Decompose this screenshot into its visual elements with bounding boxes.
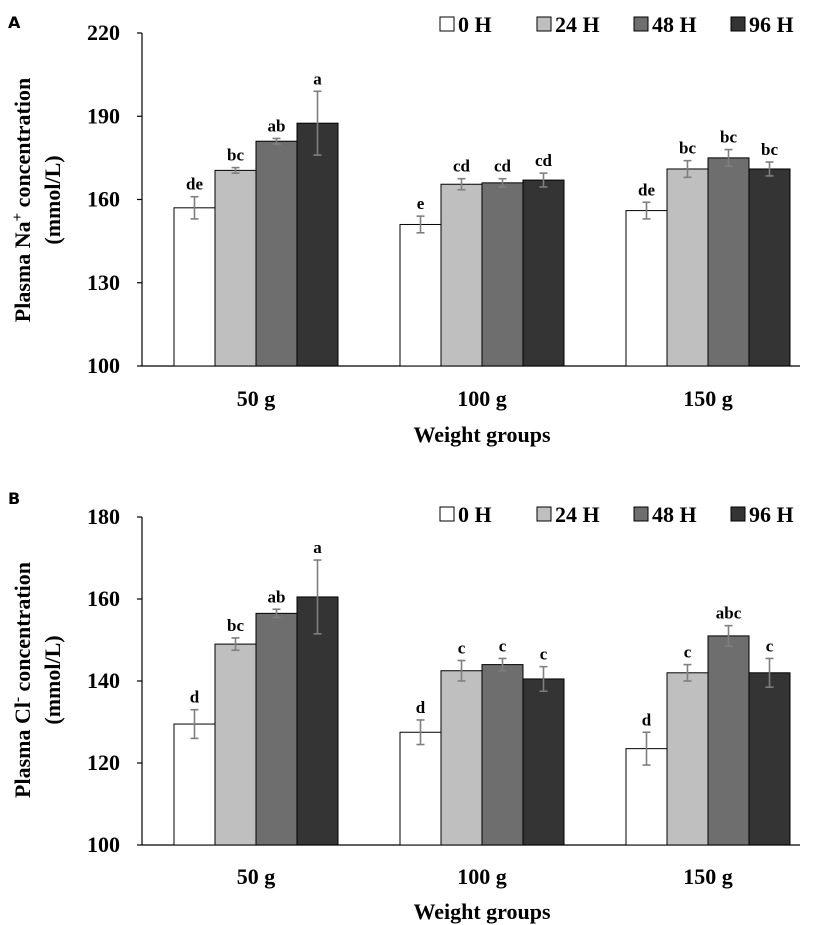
legend-swatch: [633, 506, 649, 522]
significance-label: cd: [535, 151, 553, 170]
y-tick-label: 160: [87, 586, 120, 611]
significance-label: bc: [679, 139, 696, 158]
bar-96h-2: [748, 168, 791, 367]
bar-0h-0: [173, 723, 216, 846]
significance-label: e: [417, 194, 425, 213]
x-axis-title: Weight groups: [413, 422, 551, 447]
y-axis-title-rest: concentration: [10, 562, 35, 697]
significance-label: bc: [227, 616, 244, 635]
significance-label: abc: [716, 604, 742, 623]
y-axis-title-line1: Plasma Na+ concentration: [10, 78, 35, 322]
bar-96h-1: [522, 179, 565, 367]
x-category-label: 50 g: [237, 864, 276, 889]
significance-label: cd: [453, 157, 471, 176]
significance-label: c: [684, 643, 692, 662]
bar-24h-1: [440, 670, 483, 846]
bar-48h-1: [481, 182, 524, 367]
legend-label: 0 H: [458, 12, 492, 37]
legend-swatch: [536, 506, 552, 522]
bar-0h-2: [625, 210, 668, 367]
bar-24h-1: [440, 183, 483, 367]
y-axis-title-line2: (mmol/L): [40, 155, 65, 244]
significance-label: c: [499, 636, 507, 655]
legend-label: 96 H: [749, 12, 794, 37]
significance-label: c: [540, 645, 548, 664]
bar-48h-1: [481, 664, 524, 846]
x-axis-title: Weight groups: [413, 899, 551, 924]
significance-label: a: [313, 69, 322, 88]
bar-96h-2: [748, 672, 791, 846]
bar-24h-0: [214, 643, 257, 846]
y-axis-title-line1: Plasma Cl- concentration: [10, 562, 35, 798]
y-axis-title-main: Plasma Cl: [10, 702, 35, 798]
significance-label: d: [190, 688, 200, 707]
y-axis-title-rest: concentration: [10, 78, 35, 213]
significance-label: c: [766, 636, 774, 655]
bar-48h-0: [255, 140, 298, 367]
x-category-label: 150 g: [683, 386, 733, 411]
significance-label: bc: [227, 146, 244, 165]
legend-label: 24 H: [555, 12, 600, 37]
y-tick-label: 140: [87, 668, 120, 693]
significance-label: c: [458, 639, 466, 658]
significance-label: d: [642, 710, 652, 729]
bar-0h-1: [399, 223, 442, 367]
y-tick-label: 120: [87, 750, 120, 775]
significance-label: a: [313, 538, 322, 557]
y-axis-title-superscript: +: [10, 213, 26, 222]
panel-letter: B: [8, 489, 20, 508]
y-axis-title-main: Plasma Na: [10, 221, 35, 322]
y-tick-label: 100: [87, 353, 120, 378]
legend-label: 96 H: [749, 502, 794, 527]
panel-letter: A: [8, 13, 21, 32]
legend-label: 0 H: [458, 502, 492, 527]
y-axis-title-line2: (mmol/L): [40, 635, 65, 724]
bar-96h-1: [522, 678, 565, 846]
legend-swatch: [633, 16, 649, 32]
legend-label: 24 H: [555, 502, 600, 527]
bar-48h-0: [255, 612, 298, 846]
chart-panel-a: A 100 130 160 190 220 de e de bc cd bc ab cd bc a cd bc 50…: [8, 12, 800, 447]
y-tick-label: 160: [87, 187, 120, 212]
y-axis-title-superscript: -: [10, 697, 26, 702]
x-category-label: 100 g: [457, 386, 507, 411]
significance-label: de: [186, 175, 203, 194]
legend-swatch: [730, 506, 746, 522]
x-category-label: 100 g: [457, 864, 507, 889]
bar-0h-0: [173, 207, 216, 367]
y-tick-label: 220: [87, 20, 120, 45]
x-category-label: 150 g: [683, 864, 733, 889]
bar-96h-0: [296, 122, 339, 367]
bar-48h-2: [707, 157, 750, 367]
legend-label: 48 H: [652, 502, 697, 527]
legend-swatch: [439, 16, 455, 32]
legend-label: 48 H: [652, 12, 697, 37]
legend-swatch: [439, 506, 455, 522]
bar-96h-0: [296, 596, 339, 846]
legend-swatch: [536, 16, 552, 32]
y-axis-title: Plasma Cl- concentration (mmol/L): [10, 562, 65, 798]
significance-label: d: [416, 698, 426, 717]
y-tick-label: 100: [87, 832, 120, 857]
y-axis-title: Plasma Na+ concentration (mmol/L): [10, 78, 65, 322]
bar-48h-2: [707, 635, 750, 846]
significance-label: cd: [494, 157, 512, 176]
significance-label: ab: [268, 116, 286, 135]
legend-swatch: [730, 16, 746, 32]
y-tick-label: 190: [87, 103, 120, 128]
bar-24h-2: [666, 168, 709, 367]
bar-24h-2: [666, 672, 709, 846]
significance-label: de: [638, 180, 655, 199]
y-tick-label: 180: [87, 504, 120, 529]
significance-label: bc: [761, 140, 778, 159]
significance-label: ab: [268, 587, 286, 606]
y-tick-label: 130: [87, 270, 120, 295]
bar-0h-1: [399, 731, 442, 846]
significance-label: bc: [720, 128, 737, 147]
x-category-label: 50 g: [237, 386, 276, 411]
bar-24h-0: [214, 169, 257, 367]
